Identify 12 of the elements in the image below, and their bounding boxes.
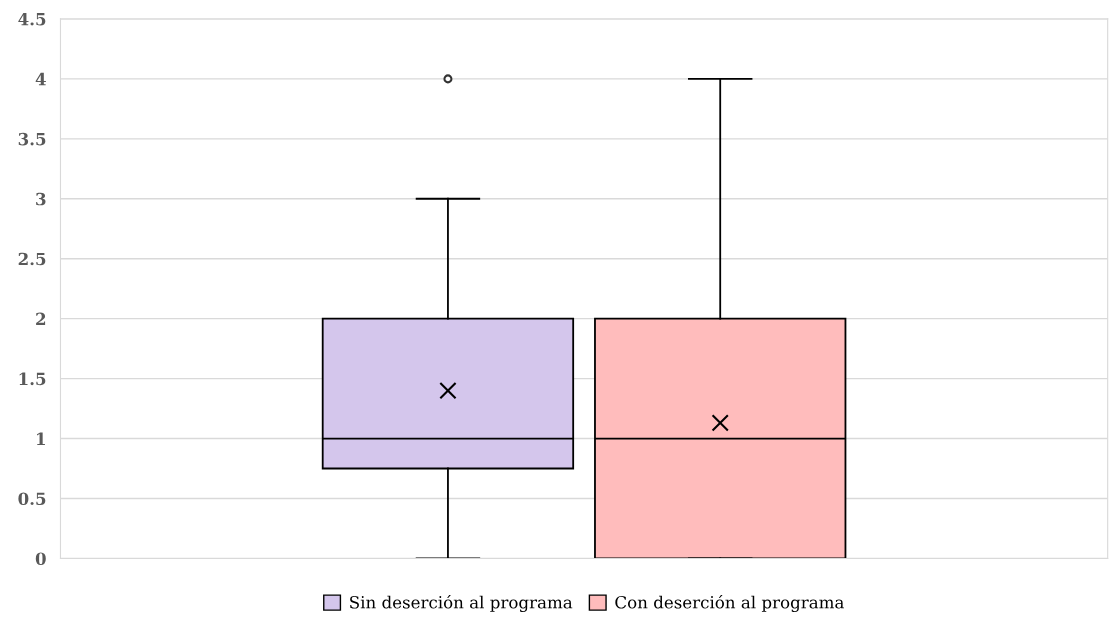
y-tick-label: 1 xyxy=(37,432,45,445)
y-tick-label: 0.5 xyxy=(18,492,46,506)
y-tick-label: 4.5 xyxy=(18,12,46,26)
y-tick-label: 4 xyxy=(35,72,46,86)
y-tick-label: 2.5 xyxy=(18,252,46,266)
y-tick-label: 3 xyxy=(36,192,46,206)
y-tick-label: 3.5 xyxy=(18,132,46,146)
legend-label: Sin deserción al programa xyxy=(350,595,573,613)
legend-label: Con deserción al programa xyxy=(615,595,844,613)
y-tick-label: 0 xyxy=(35,552,46,565)
y-tick-label: 1.5 xyxy=(19,372,46,386)
y-tick-label: 2 xyxy=(36,312,46,325)
